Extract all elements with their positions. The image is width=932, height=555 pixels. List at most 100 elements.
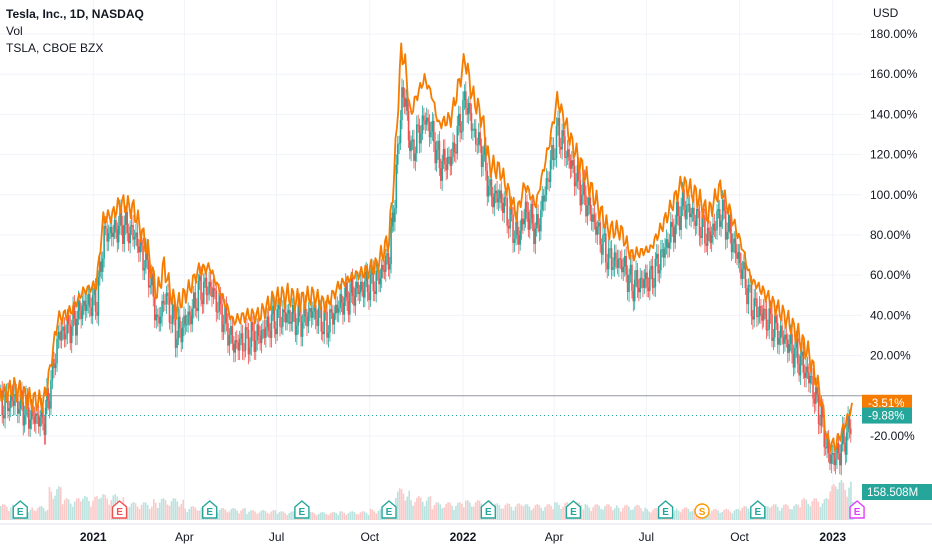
earnings-event-icon[interactable]: E <box>12 500 28 519</box>
volume-bar <box>278 512 281 520</box>
candle-body <box>387 253 390 270</box>
earnings-event-icon[interactable]: E <box>849 500 865 519</box>
volume-bar <box>58 486 60 520</box>
earnings-event-icon[interactable]: E <box>750 500 766 519</box>
candle-body <box>254 340 257 352</box>
volume-bar <box>184 508 186 520</box>
candle-body <box>640 277 643 279</box>
candle-body <box>847 415 849 433</box>
event-badge-letter: E <box>116 507 123 518</box>
earnings-event-icon[interactable]: E <box>294 500 310 519</box>
compare-legend-label[interactable]: TSLA, CBOE BZX <box>6 41 104 55</box>
volume-bar <box>834 486 837 520</box>
candle-body <box>509 206 511 229</box>
earnings-event-icon[interactable]: E <box>657 500 674 519</box>
candle-body <box>333 313 336 325</box>
volume-bar <box>594 504 596 520</box>
candle-body <box>785 334 788 340</box>
volume-bar <box>803 498 805 520</box>
candle-body <box>224 305 226 325</box>
candle-body <box>802 351 805 373</box>
volume-bar <box>844 489 847 520</box>
volume-bar <box>190 506 193 520</box>
candle-body <box>552 145 555 161</box>
candle-body <box>718 209 721 227</box>
volume-bar <box>433 505 436 520</box>
x-tick-label: Jul <box>639 530 654 544</box>
candle-body <box>342 303 344 315</box>
volume-bar <box>335 513 338 520</box>
earnings-event-icon[interactable]: E <box>480 500 497 519</box>
candle-body <box>710 234 713 243</box>
candle-body <box>185 324 188 326</box>
candle-body <box>626 274 629 293</box>
candle-body <box>681 189 684 207</box>
volume-bar <box>50 491 53 520</box>
candle-body <box>402 87 405 98</box>
candle-body <box>2 415 5 419</box>
candle-body <box>76 318 78 336</box>
candle-body <box>683 189 685 210</box>
earnings-event-icon[interactable]: E <box>565 500 582 519</box>
volume-bar <box>836 489 839 520</box>
candle-body <box>558 117 561 147</box>
candle-body <box>622 266 625 273</box>
volume-bar <box>620 511 622 520</box>
candle-body <box>382 264 384 271</box>
earnings-event-icon[interactable]: E <box>381 500 397 519</box>
candle-body <box>453 142 456 153</box>
candle-body <box>698 210 701 236</box>
candle-body <box>789 334 792 344</box>
event-badge-shape <box>750 500 766 519</box>
candle-body <box>265 327 267 338</box>
candle-body <box>207 294 209 296</box>
candle-body <box>533 223 535 245</box>
volume-bar <box>613 508 616 520</box>
volume-bar <box>357 514 360 520</box>
symbol-title[interactable]: Tesla, Inc., 1D, NASDAQ <box>6 7 144 21</box>
candle-body <box>317 307 320 326</box>
y-tick-label: 120.00% <box>870 148 918 162</box>
candle-body <box>794 347 796 368</box>
volume-bar <box>654 508 656 520</box>
candle-body <box>816 387 819 395</box>
volume-legend-label[interactable]: Vol <box>6 24 23 38</box>
candle-body <box>575 181 577 187</box>
candle-body <box>115 219 117 230</box>
tsla-cboe-line <box>0 42 853 453</box>
event-badge-letter: E <box>17 507 24 518</box>
volume-bar <box>218 509 221 520</box>
volume-bar <box>134 503 137 520</box>
candle-body <box>795 338 798 348</box>
volume-bar <box>100 497 102 520</box>
candle-body <box>605 233 607 263</box>
split-event-icon[interactable]: S <box>694 503 710 519</box>
candle-body <box>309 307 311 313</box>
candle-body <box>411 139 414 142</box>
candle-body <box>19 390 22 409</box>
volume-bar <box>648 511 650 520</box>
volume-bar <box>345 514 348 520</box>
volume-bar <box>741 507 744 520</box>
candle-body <box>792 353 795 368</box>
volume-bar <box>540 507 543 520</box>
candle-body <box>810 376 813 378</box>
candle-body <box>442 148 445 161</box>
event-badge-shape <box>12 500 28 519</box>
candle-body <box>93 287 95 296</box>
candle-body <box>65 334 67 340</box>
volume-bar <box>687 508 690 520</box>
candle-body <box>518 235 520 245</box>
candle-body <box>701 215 703 238</box>
earnings-event-icon[interactable]: E <box>111 500 128 519</box>
earnings-event-icon[interactable]: E <box>202 500 218 519</box>
candle-body <box>760 305 762 314</box>
volume-bar <box>238 513 240 520</box>
volume-bar <box>713 509 715 520</box>
volume-bar <box>361 511 364 520</box>
candle-body <box>431 120 434 132</box>
candle-body <box>506 198 508 226</box>
badge-label: 158.508M <box>867 487 918 499</box>
